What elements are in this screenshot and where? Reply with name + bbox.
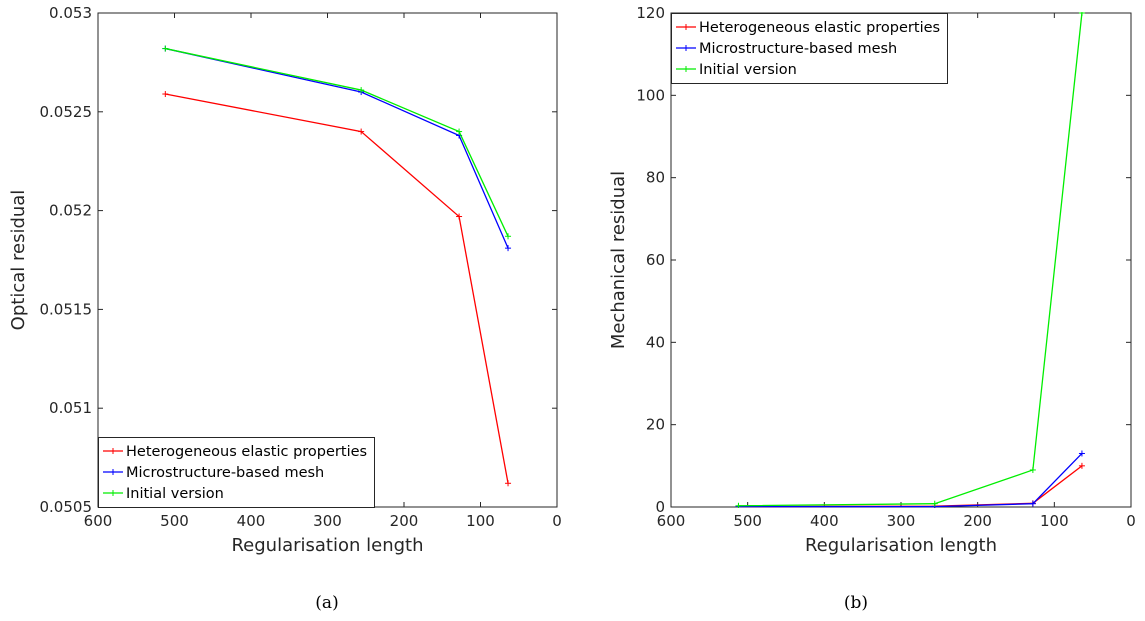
legend: Heterogeneous elastic properties Microstr… [671, 13, 948, 84]
y-axis-label: Optical residual [8, 190, 29, 331]
series-line [738, 453, 1083, 508]
x-tick-label: 0 [1126, 512, 1136, 530]
x-axis-label: Regularisation length [231, 535, 423, 556]
data-point [1029, 466, 1036, 473]
data-point [162, 45, 169, 52]
y-tick-label: 0 [655, 498, 665, 516]
series-1 [162, 91, 512, 487]
legend-label: Heterogeneous elastic properties [699, 20, 940, 36]
legend-label: Initial version [699, 62, 797, 78]
x-tick-label: 300 [313, 512, 342, 530]
y-tick-label: 80 [646, 169, 665, 187]
legend-item: Heterogeneous elastic properties [676, 20, 940, 36]
data-point [162, 91, 169, 98]
y-tick-label: 0.051 [49, 399, 92, 417]
chart-panel-2: 600 500 400 300 200 100 0 0 20 40 60 80 100 120 Regula… [608, 4, 1136, 613]
legend: Heterogeneous elastic properties Microstr… [98, 437, 375, 508]
x-tick-label: 300 [887, 512, 916, 530]
legend-label: Heterogeneous elastic properties [126, 444, 367, 460]
legend-item: Heterogeneous elastic properties [103, 444, 367, 460]
data-point [1078, 12, 1085, 16]
x-tick-label: 200 [390, 512, 419, 530]
data-point [505, 245, 512, 252]
chart-panel-1: 600 500 400 300 200 100 0 0.0505 0.051 0.0515 0.05… [8, 4, 562, 613]
legend-label: Microstructure-based mesh [699, 41, 897, 57]
series-3 [162, 45, 512, 240]
x-tick-label: 400 [810, 512, 839, 530]
y-tick-label: 60 [646, 251, 665, 269]
y-tick-label: 120 [636, 4, 665, 22]
data-point [1078, 450, 1085, 457]
x-tick-label: 600 [84, 512, 113, 530]
legend-item: Initial version [676, 62, 797, 78]
panel-caption: (b) [844, 593, 868, 613]
series-line [165, 47, 509, 237]
series-line [165, 47, 509, 249]
y-tick-label: 0.0525 [40, 103, 93, 121]
x-tick-label: 400 [237, 512, 266, 530]
data-point [1078, 462, 1085, 469]
data-point [1029, 500, 1036, 507]
x-tick-label: 600 [657, 512, 686, 530]
x-tick-label: 500 [733, 512, 762, 530]
x-tick-label: 500 [160, 512, 189, 530]
series-line [738, 12, 1083, 507]
x-tick-label: 200 [963, 512, 992, 530]
y-tick-label: 100 [636, 86, 665, 104]
legend-box [671, 13, 948, 84]
legend-item: Microstructure-based mesh [676, 41, 897, 57]
data-point [931, 500, 938, 507]
y-tick-label: 0.0505 [40, 498, 93, 516]
y-axis-label: Mechanical residual [608, 171, 629, 349]
y-tick-label: 0.053 [49, 4, 92, 22]
x-tick-label: 100 [466, 512, 495, 530]
y-tick-label: 0.0515 [40, 300, 93, 318]
series-3 [735, 12, 1085, 508]
data-point [505, 233, 512, 240]
legend-label: Microstructure-based mesh [126, 465, 324, 481]
plot-area [670, 12, 1132, 508]
data-point [735, 502, 742, 508]
legend-item: Microstructure-based mesh [103, 465, 324, 481]
data-point [358, 128, 365, 135]
legend-label: Initial version [126, 486, 224, 502]
data-point [358, 87, 365, 94]
x-axis-label: Regularisation length [805, 535, 997, 556]
y-tick-label: 20 [646, 416, 665, 434]
y-tick-label: 40 [646, 333, 665, 351]
data-point [505, 480, 512, 487]
panel-caption: (a) [315, 593, 338, 613]
y-tick-label: 0.052 [49, 202, 92, 220]
x-tick-label: 0 [552, 512, 562, 530]
legend-item: Initial version [103, 486, 224, 502]
data-point [456, 213, 463, 220]
x-tick-label: 100 [1040, 512, 1069, 530]
data-point [456, 128, 463, 135]
plot-area [97, 12, 558, 508]
legend-box [98, 437, 375, 508]
series-line [165, 93, 509, 484]
